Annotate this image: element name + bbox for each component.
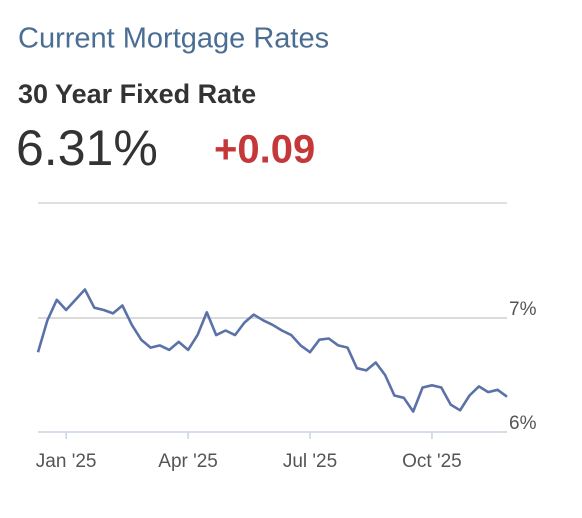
y-tick-label: 6% [509,413,537,434]
x-tick-label: Apr '25 [158,451,218,472]
subtitle: 30 Year Fixed Rate [18,79,256,109]
title: Current Mortgage Rates [18,23,329,55]
y-tick-label: 7% [509,299,537,320]
rate-line [36,288,508,413]
change: +0.09 [214,128,315,172]
x-tick-label: Jan '25 [36,451,97,472]
x-tick-label: Oct '25 [402,451,462,472]
x-tick-label: Jul '25 [283,451,337,472]
headline: 6.31% [16,120,158,176]
